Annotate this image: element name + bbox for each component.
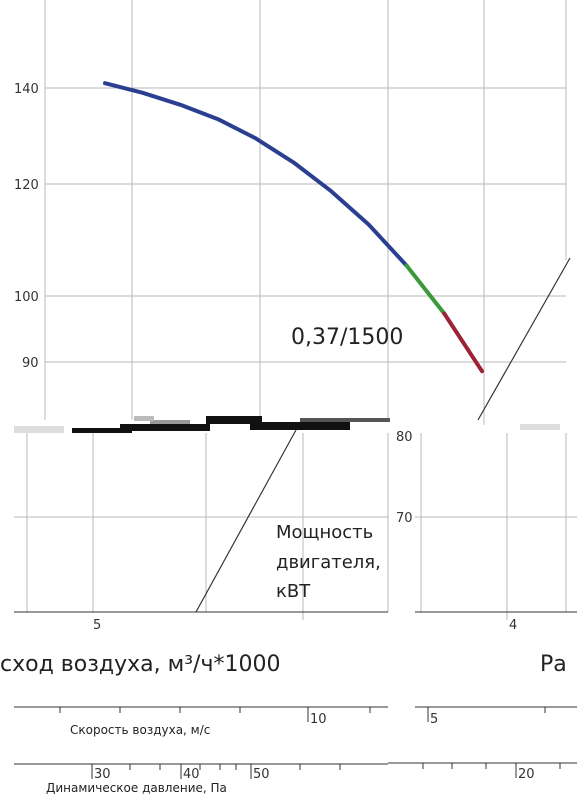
pressure-axis-label: Динамическое давление, Па	[46, 781, 227, 795]
motor-power-label: Мощность	[276, 522, 373, 543]
fan-curve-green-segment	[404, 263, 447, 316]
fan-curve-red-segment	[442, 311, 484, 374]
pressure-axis-ticks	[91, 764, 341, 779]
pressure-axis-right-ticks	[422, 763, 561, 778]
y-tick-label: 100	[14, 290, 39, 305]
model-label: 0,37/1500	[291, 325, 403, 350]
pressure-tick-label: 20	[518, 767, 535, 782]
speed-axis-ticks	[59, 707, 371, 722]
fan-curve	[103, 81, 484, 374]
power-line	[195, 429, 297, 613]
torn-strip	[14, 416, 560, 433]
pressure-tick-label: 40	[183, 767, 200, 782]
fan-curve-blue-segment	[103, 81, 409, 268]
flow-axis-label-right: Ра	[540, 652, 567, 677]
speed-tick-label: 5	[430, 712, 438, 727]
lower-y-tick-label: 70	[396, 511, 413, 526]
y-tick-label: 140	[14, 82, 39, 97]
lower-y-tick-label: 80	[396, 430, 413, 445]
motor-power-label: кВТ	[276, 581, 311, 602]
pressure-tick-label: 30	[94, 767, 111, 782]
speed-tick-label: 10	[310, 712, 327, 727]
y-tick-label: 120	[14, 178, 39, 193]
pressure-tick-label: 50	[253, 767, 270, 782]
lower-right-grid	[415, 433, 577, 620]
flow-axis-label: сход воздуха, м³/ч*1000	[0, 652, 280, 677]
system-characteristic-line	[477, 257, 571, 421]
x-tick-label: 4	[509, 618, 517, 633]
x-tick-label: 5	[93, 618, 101, 633]
speed-axis-label: Скорость воздуха, м/с	[70, 723, 210, 737]
y-tick-label: 90	[22, 356, 39, 371]
lower-left-grid	[14, 433, 389, 620]
motor-power-label: двигателя,	[276, 552, 381, 573]
upper-grid	[44, 0, 567, 425]
